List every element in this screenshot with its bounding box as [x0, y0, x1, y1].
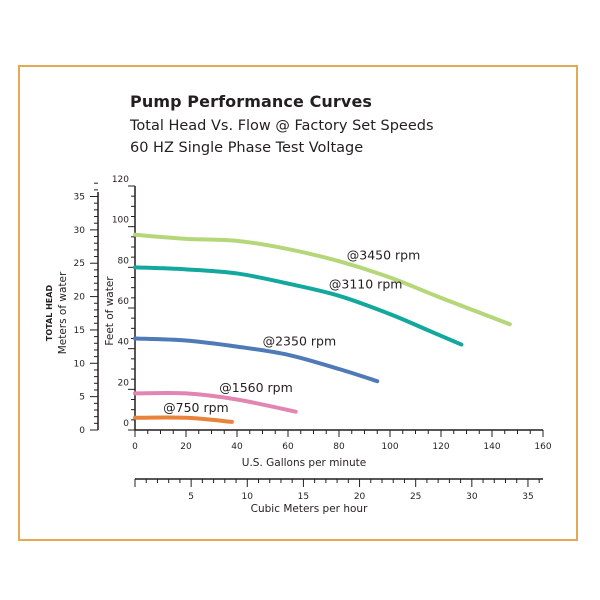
cubic-tick-label: 20 [354, 492, 366, 502]
series-curve-1 [133, 265, 464, 347]
y-tick-label: 20 [118, 378, 130, 388]
meters-tick-label: 0 [79, 426, 85, 436]
meters-tick-label: 25 [74, 259, 85, 269]
x-axis-title: U.S. Gallons per minute [242, 457, 366, 469]
series-label-4: @750 rpm [163, 400, 229, 415]
x-tick-label: 140 [483, 442, 500, 452]
series-curve-4 [133, 415, 234, 424]
series-label-3: @1560 rpm [219, 380, 293, 395]
chart-frame [18, 65, 578, 541]
cubic-tick-label: 15 [298, 492, 309, 502]
y-axis-title: Feet of water [104, 276, 116, 346]
cubic-tick-label: 10 [242, 492, 254, 502]
chart-subtitle-line-1: Total Head Vs. Flow @ Factory Set Speeds [130, 118, 434, 134]
cubic-tick-label: 30 [466, 492, 478, 502]
meters-tick-label: 15 [74, 326, 85, 336]
series-label-0: @3450 rpm [347, 247, 421, 262]
y-tick-label: 120 [112, 175, 129, 185]
y-tick-label: 60 [118, 297, 130, 307]
chart-title: Pump Performance Curves [130, 92, 373, 111]
x-tick-label: 100 [381, 442, 398, 452]
x-tick-label: 20 [180, 442, 192, 452]
x-tick-label: 60 [282, 442, 294, 452]
series-label-1: @3110 rpm [329, 277, 403, 292]
cubic-axis-title: Cubic Meters per hour [251, 503, 368, 515]
y-tick-label: 80 [118, 256, 130, 266]
series-label-2: @2350 rpm [263, 334, 337, 349]
x-tick-label: 160 [534, 442, 551, 452]
meters-tick-label: 35 [74, 193, 85, 203]
meters-axis-title-bold: TOTAL HEAD [45, 285, 54, 342]
y-tick-label: 0 [123, 419, 129, 429]
meters-tick-label: 20 [74, 293, 86, 303]
meters-tick-label: 30 [74, 226, 86, 236]
x-tick-label: 120 [432, 442, 449, 452]
series-curve-0 [133, 232, 512, 327]
y-tick-label: 40 [118, 338, 130, 348]
meters-axis-title: Meters of water [57, 271, 69, 354]
cubic-tick-label: 25 [410, 492, 421, 502]
x-tick-label: 0 [132, 442, 138, 452]
chart-subtitle-line-2: 60 HZ Single Phase Test Voltage [130, 140, 364, 156]
cubic-tick-label: 35 [522, 492, 533, 502]
x-tick-label: 40 [231, 442, 243, 452]
x-tick-label: 80 [333, 442, 345, 452]
series-curve-2 [133, 336, 380, 384]
cubic-tick-label: 5 [188, 492, 194, 502]
meters-tick-label: 5 [79, 393, 85, 403]
meters-tick-label: 10 [74, 359, 86, 369]
series-curve-3 [133, 390, 298, 414]
y-tick-label: 100 [112, 216, 129, 226]
